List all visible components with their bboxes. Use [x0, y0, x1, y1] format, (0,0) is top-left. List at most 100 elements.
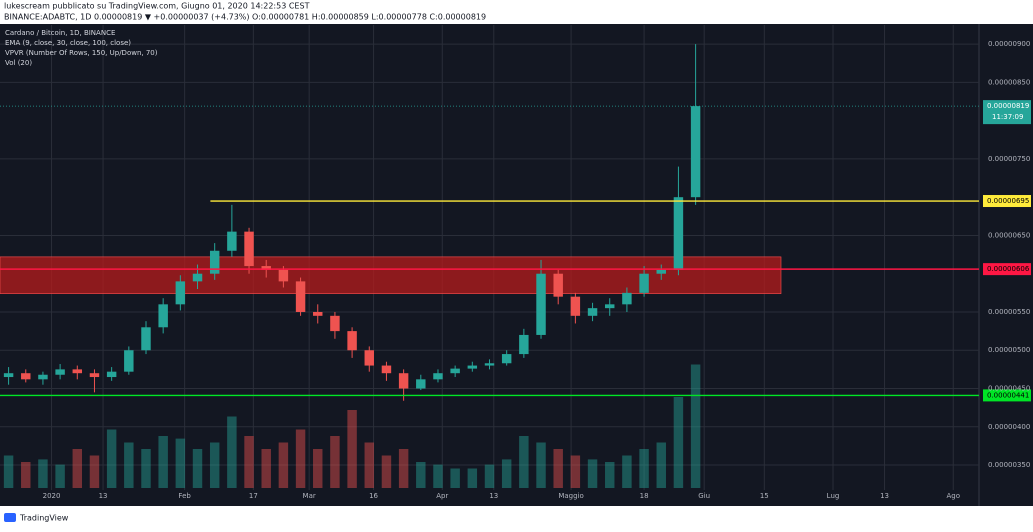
candles — [3, 44, 701, 401]
volume-bar — [21, 462, 31, 488]
x-tick-label: Ago — [946, 492, 960, 500]
legend: Cardano / Bitcoin, 1D, BINANCE EMA (9, c… — [5, 29, 158, 67]
candle-body — [106, 371, 117, 378]
symbol-line: BINANCE:ADABTC, 1D 0.00000819 ▼ +0.00000… — [4, 13, 486, 22]
x-tick-label: 17 — [249, 492, 258, 500]
volume-bar — [3, 455, 14, 488]
price-level-badge — [983, 389, 1031, 402]
legend-entry: EMA (9, close, 30, close, 100, close) — [5, 39, 131, 47]
brand-logo — [4, 513, 16, 522]
volume-bar — [639, 449, 649, 488]
volumes — [3, 364, 701, 488]
candle-body — [622, 292, 632, 305]
volume-bar — [364, 442, 374, 488]
candle-body — [639, 273, 649, 293]
candle-body — [38, 374, 48, 380]
y-tick-label: 0.00000500 — [988, 346, 1030, 354]
x-tick-label: Apr — [436, 492, 448, 500]
candle-body — [398, 373, 409, 389]
candle-body — [192, 273, 203, 282]
x-tick-label: Feb — [178, 492, 191, 500]
volume-bar — [450, 468, 460, 488]
volume-bar — [605, 462, 615, 488]
y-tick-label: 0.00000350 — [988, 461, 1030, 469]
x-tick-label: Giu — [698, 492, 710, 500]
candle-body — [347, 331, 357, 351]
volume-bar — [295, 429, 306, 488]
volume-bar — [570, 455, 581, 488]
legend-entry: Cardano / Bitcoin, 1D, BINANCE — [5, 29, 115, 37]
candle-body — [519, 334, 529, 355]
x-tick-label: 18 — [640, 492, 649, 500]
candle-body — [55, 369, 65, 375]
candle-body — [467, 365, 478, 369]
volume-bar — [106, 429, 117, 488]
volume-bar — [244, 436, 254, 488]
candle-body — [656, 269, 666, 274]
candle-body — [21, 373, 31, 380]
volume-bar — [278, 442, 289, 488]
volume-bar — [192, 449, 203, 488]
candle-body — [433, 373, 443, 380]
price-level-badge — [983, 195, 1031, 208]
y-tick-label: 0.00000550 — [988, 308, 1030, 316]
author-line: lukescream pubblicato su TradingView.com… — [4, 2, 310, 11]
bar-countdown: 11:37:09 — [992, 113, 1023, 121]
volume-bar — [175, 438, 186, 488]
candle-body — [536, 273, 546, 335]
y-tick-label: 0.00000650 — [988, 231, 1030, 239]
x-tick-label: 13 — [880, 492, 889, 500]
price-level-badge — [983, 263, 1031, 276]
price-level-label: 0.00000695 — [987, 197, 1029, 205]
candle-body — [278, 269, 289, 282]
brand-name: TradingView — [19, 514, 69, 523]
candle-body — [244, 231, 254, 267]
candle-body — [175, 281, 186, 305]
x-tick-label: Mar — [303, 492, 316, 500]
candle-body — [381, 365, 392, 374]
volume-bar — [313, 449, 323, 488]
levels: 0.00000695 0.00000606 0.00000441 0.00000819… — [0, 100, 1031, 402]
candle-body — [450, 368, 460, 374]
candle-body — [209, 250, 220, 274]
candle-body — [158, 304, 168, 328]
volume-bar — [347, 410, 357, 488]
candle-body — [3, 373, 14, 378]
volume-bar — [381, 455, 392, 488]
candle-body — [295, 281, 306, 312]
volume-bar — [467, 468, 478, 488]
candle-body — [570, 296, 581, 316]
legend-entry: Vol (20) — [5, 59, 32, 67]
volume-bar — [141, 449, 151, 488]
volume-bar — [587, 459, 598, 488]
candle-body — [364, 350, 374, 366]
brand: TradingView — [4, 513, 69, 523]
volume-bar — [519, 436, 529, 488]
x-tick-label: 2020 — [43, 492, 61, 500]
y-tick-label: 0.00000900 — [988, 40, 1030, 48]
price-level-label: 0.00000606 — [987, 265, 1030, 273]
y-tick-label: 0.00000850 — [988, 78, 1030, 86]
y-tick-label: 0.00000450 — [988, 385, 1030, 393]
candle-body — [553, 273, 563, 297]
volume-bar — [330, 436, 340, 488]
last-price-label: 0.00000819 — [987, 102, 1029, 110]
candle-body — [484, 363, 495, 366]
volume-bar — [536, 442, 546, 488]
x-tick-label: 13 — [489, 492, 498, 500]
candle-body — [141, 327, 151, 351]
candle-body — [673, 197, 684, 270]
resistance-zone — [0, 256, 782, 294]
candle-body — [124, 350, 134, 372]
volume-bar — [690, 364, 701, 488]
volume-bar — [656, 442, 666, 488]
volume-bar — [227, 416, 237, 488]
volume-bar — [261, 449, 271, 488]
candle-body — [501, 354, 512, 364]
x-tick-label: Maggio — [558, 492, 583, 500]
volume-bar — [89, 455, 100, 488]
x-tick-label: 15 — [760, 492, 769, 500]
volume-bar — [38, 459, 48, 488]
y-tick-label: 0.00000400 — [988, 423, 1030, 431]
